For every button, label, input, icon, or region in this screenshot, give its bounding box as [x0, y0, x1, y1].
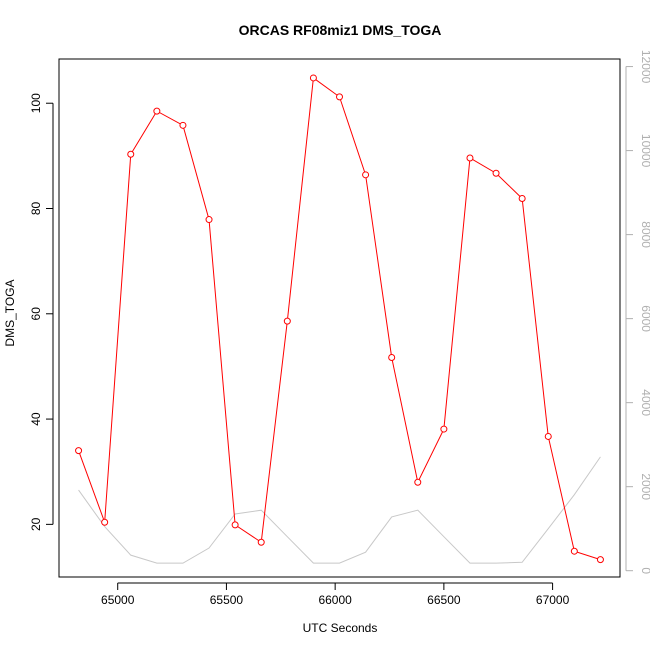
y2-tick-label: 2000: [639, 473, 650, 500]
y2-tick-label: 12000: [639, 50, 650, 84]
x-tick-label: 65000: [101, 593, 135, 607]
data-point: [309, 74, 317, 82]
data-point: [414, 478, 422, 486]
data-point: [205, 216, 213, 224]
data-point: [283, 317, 291, 325]
secondary-series-line: [78, 456, 601, 564]
y2-tick-label: 4000: [639, 389, 650, 416]
x-tick-label: 66000: [318, 593, 352, 607]
data-point: [257, 538, 265, 546]
chart-title: ORCAS RF08miz1 DMS_TOGA: [239, 22, 442, 38]
x-axis: 65000 65500 66000 66500 67000: [101, 582, 570, 607]
data-point: [127, 150, 135, 158]
y2-tick-label: 8000: [639, 221, 650, 248]
y2-tick-label: 10000: [639, 134, 650, 168]
data-point: [570, 547, 578, 555]
data-point: [179, 121, 187, 129]
data-point: [492, 169, 500, 177]
y-tick-label: 20: [29, 517, 43, 531]
x-tick-label: 66500: [427, 593, 461, 607]
data-point: [518, 195, 526, 203]
data-point: [388, 353, 396, 361]
primary-series-line: [78, 77, 601, 561]
data-point: [153, 107, 161, 115]
y-axis-left: 20 40 60 80 100: [29, 93, 54, 531]
data-point: [336, 93, 343, 101]
x-axis-label: UTC Seconds: [303, 621, 378, 635]
plot-frame: [58, 58, 621, 578]
x-tick-label: 65500: [210, 593, 244, 607]
data-point: [101, 518, 109, 526]
y-tick-label: 40: [29, 412, 43, 426]
y2-tick-label: 6000: [639, 305, 650, 332]
data-point: [362, 171, 370, 179]
data-point: [75, 447, 83, 455]
y2-tick-label: 0: [639, 567, 650, 574]
y-tick-label: 100: [29, 93, 43, 113]
data-point: [440, 425, 448, 433]
data-point: [231, 521, 239, 529]
y-tick-label: 60: [29, 307, 43, 321]
data-point: [544, 432, 552, 440]
y-axis-label: DMS_TOGA: [3, 279, 17, 346]
x-tick-label: 67000: [536, 593, 570, 607]
data-point: [466, 154, 474, 162]
data-point: [596, 556, 604, 564]
y-tick-label: 80: [29, 202, 43, 216]
series-layer: [75, 74, 604, 564]
y-axis-right: 0 2000 4000 6000 8000 10000 12000: [625, 50, 650, 574]
